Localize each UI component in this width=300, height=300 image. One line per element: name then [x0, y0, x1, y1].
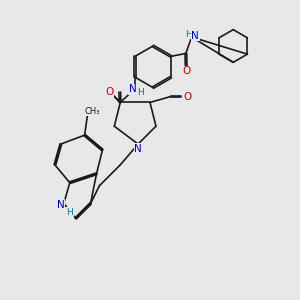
Text: CH₃: CH₃	[84, 107, 100, 116]
Text: N: N	[57, 200, 65, 210]
Text: H: H	[185, 30, 191, 39]
Text: N: N	[134, 143, 142, 154]
Text: O: O	[106, 87, 114, 97]
Text: H: H	[137, 88, 144, 97]
Text: O: O	[106, 87, 114, 97]
Text: O: O	[183, 92, 191, 101]
Text: N: N	[191, 31, 199, 40]
Text: H: H	[66, 208, 73, 217]
Text: N: N	[129, 84, 136, 94]
Text: O: O	[182, 66, 190, 76]
